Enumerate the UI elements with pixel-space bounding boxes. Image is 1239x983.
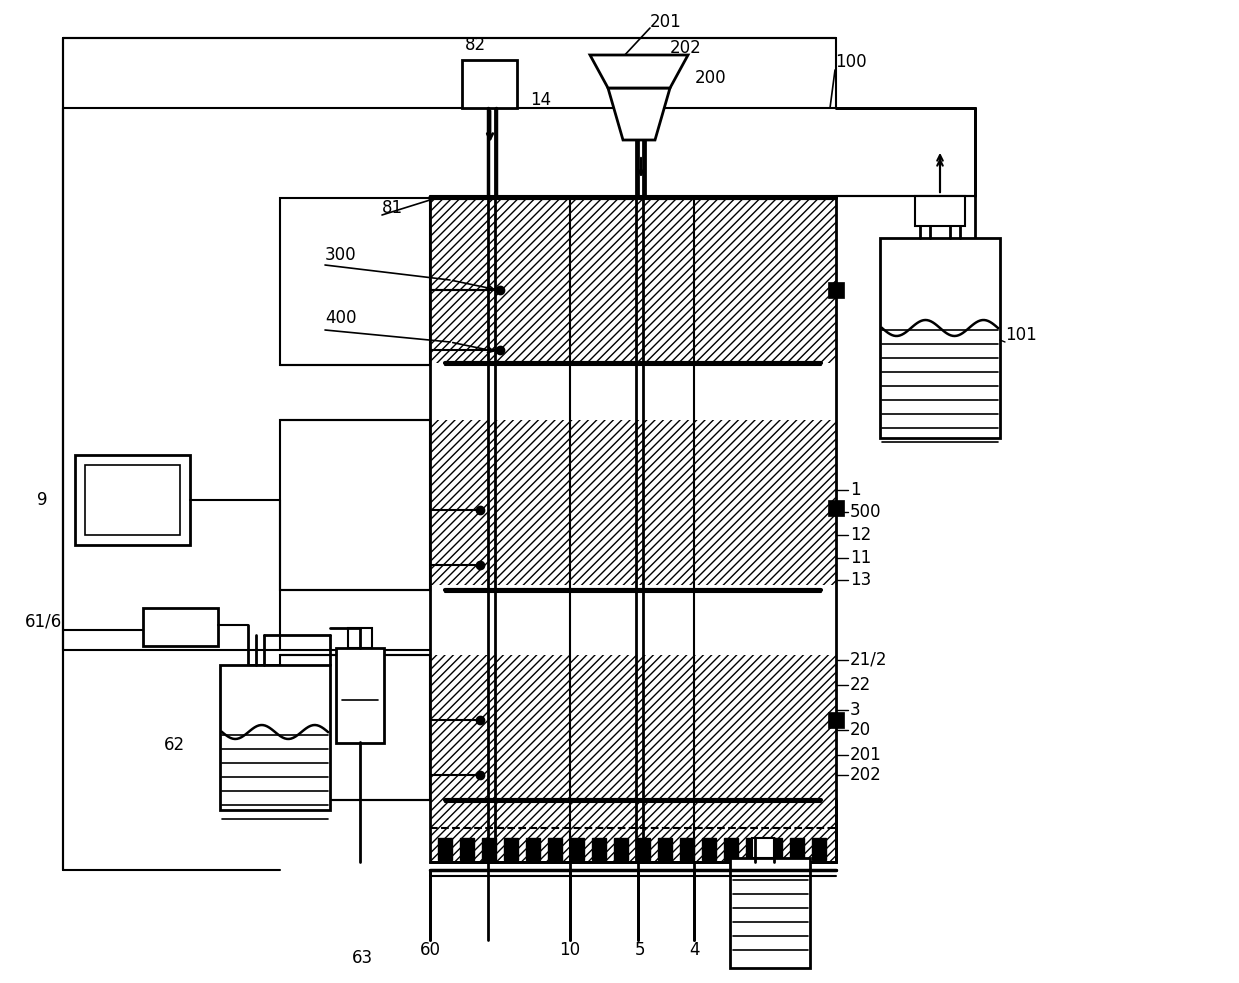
Bar [221, 665, 330, 810]
Bar [462, 60, 517, 108]
Text: 9: 9 [37, 491, 48, 509]
Bar [142, 608, 218, 646]
Polygon shape [608, 88, 670, 140]
Bar [746, 838, 760, 860]
Text: 12: 12 [850, 526, 871, 544]
Bar [880, 238, 1000, 438]
Bar [280, 655, 430, 800]
Bar [280, 420, 430, 590]
Text: 200: 200 [695, 69, 726, 87]
Text: 1: 1 [850, 481, 861, 499]
Bar [768, 838, 782, 860]
Bar [280, 198, 430, 365]
Bar [430, 655, 836, 800]
Text: 63: 63 [352, 949, 373, 967]
Bar [460, 838, 475, 860]
Bar [85, 465, 180, 535]
Text: 62: 62 [164, 736, 185, 754]
Bar [570, 838, 584, 860]
Text: 21/2: 21/2 [850, 651, 887, 669]
Bar [430, 800, 836, 862]
Bar [430, 198, 836, 363]
Bar [703, 838, 716, 860]
Bar [592, 838, 606, 860]
Bar [636, 838, 650, 860]
Bar [724, 838, 738, 860]
Bar [730, 858, 810, 968]
Text: 202: 202 [670, 39, 701, 57]
Polygon shape [590, 55, 688, 88]
Text: 11: 11 [850, 549, 871, 567]
Text: 500: 500 [850, 503, 881, 521]
Bar [430, 420, 836, 585]
Text: 100: 100 [835, 53, 866, 71]
Bar [828, 712, 844, 728]
Text: 10: 10 [560, 941, 581, 959]
Bar [914, 196, 965, 226]
Text: 4: 4 [689, 941, 699, 959]
Text: 400: 400 [325, 309, 357, 327]
Text: 3: 3 [850, 701, 861, 719]
Bar [615, 838, 628, 860]
Bar [439, 838, 452, 860]
Bar [680, 838, 694, 860]
Bar [482, 838, 496, 860]
Bar [76, 455, 190, 545]
Bar [812, 838, 826, 860]
Bar [548, 838, 563, 860]
Text: 22: 22 [850, 676, 871, 694]
Text: 5: 5 [634, 941, 646, 959]
Text: 20: 20 [850, 721, 871, 739]
Text: 14: 14 [530, 91, 551, 109]
Text: 13: 13 [850, 571, 871, 589]
Bar [527, 838, 540, 860]
Bar [828, 282, 844, 298]
Bar [790, 838, 804, 860]
Text: 201: 201 [650, 13, 681, 31]
Text: 81: 81 [382, 199, 403, 217]
Text: 82: 82 [465, 36, 486, 54]
Text: 202: 202 [850, 766, 882, 784]
Bar [828, 500, 844, 516]
Bar [504, 838, 518, 860]
Bar [336, 648, 384, 743]
Bar [752, 838, 774, 858]
Text: 60: 60 [420, 941, 441, 959]
Bar [658, 838, 672, 860]
Bar [430, 198, 836, 862]
Text: 61/6: 61/6 [25, 613, 62, 631]
Bar [348, 628, 372, 648]
Text: 300: 300 [325, 246, 357, 264]
Text: 201: 201 [850, 746, 882, 764]
Text: 101: 101 [1005, 326, 1037, 344]
